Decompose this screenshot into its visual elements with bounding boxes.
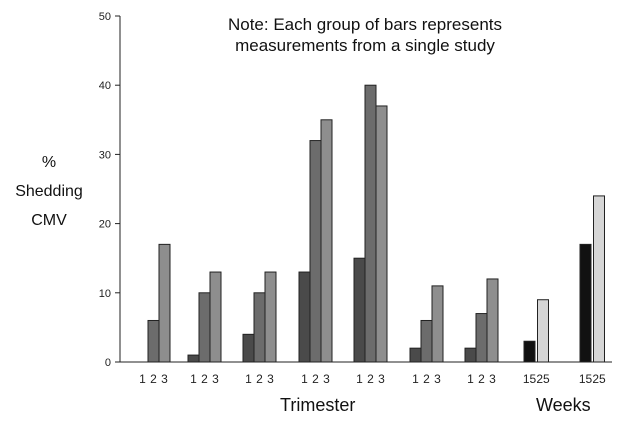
bar-g6-3 [431, 285, 444, 363]
x-axis-label-trimester: Trimester [280, 395, 356, 415]
y-tick-label: 50 [99, 11, 111, 23]
bar-g7-3 [486, 278, 499, 363]
bar-g5-3 [375, 105, 388, 363]
x-tick-label: 1 [139, 372, 146, 386]
x-tick-label: 3 [489, 372, 496, 386]
x-tick-label: 3 [212, 372, 219, 386]
bar-g4-2 [309, 140, 322, 363]
bar-g5-2 [364, 84, 377, 363]
bar-g6-2 [420, 319, 433, 363]
bar-g3-2 [253, 292, 266, 363]
bar-g1-2 [147, 319, 160, 363]
x-tick-label: 15 [523, 372, 537, 386]
x-tick-label: 2 [478, 372, 485, 386]
bar-g3-3 [264, 271, 277, 363]
x-tick-label: 1 [245, 372, 252, 386]
x-axis-label-weeks: Weeks [536, 395, 591, 415]
bar-g5-1 [353, 257, 366, 363]
y-axis-label: % Shedding CMV [14, 148, 84, 235]
x-tick-label: 3 [323, 372, 330, 386]
x-tick-label: 2 [150, 372, 157, 386]
bar-g4-1 [298, 271, 311, 363]
bar-g2-2 [198, 292, 211, 363]
x-tick-label: 15 [579, 372, 593, 386]
chart-bars [147, 84, 605, 363]
x-tick-label: 1 [467, 372, 474, 386]
x-tick-label: 2 [367, 372, 374, 386]
x-tick-label: 3 [434, 372, 441, 386]
bar-g8-15 [523, 340, 536, 363]
x-tick-label: 2 [201, 372, 208, 386]
bar-g2-3 [209, 271, 222, 363]
x-tick-label: 1 [301, 372, 308, 386]
x-tick-label: 1 [190, 372, 197, 386]
bar-g2-1 [187, 354, 200, 363]
bar-g7-2 [475, 313, 488, 363]
bar-g7-1 [464, 347, 477, 363]
y-tick-label: 10 [99, 288, 111, 300]
y-tick-label: 0 [105, 357, 111, 369]
chart-note: Note: Each group of bars represents meas… [170, 14, 560, 56]
x-tick-label: 3 [267, 372, 274, 386]
note-line-2: measurements from a single study [235, 36, 495, 55]
x-tick-label: 3 [378, 372, 385, 386]
y-axis-label-line-1: % [41, 154, 57, 171]
x-tick-label: 1 [356, 372, 363, 386]
x-tick-label: 1 [412, 372, 419, 386]
x-tick-label: 3 [161, 372, 168, 386]
y-axis-label-line-3: CMV [31, 212, 67, 229]
y-axis-label-line-2: Shedding [15, 183, 83, 200]
y-tick-label: 30 [99, 149, 111, 161]
bar-g6-1 [409, 347, 422, 363]
bar-g3-1 [242, 333, 255, 363]
bar-g8-25 [537, 299, 549, 363]
bar-g9-15 [579, 243, 592, 363]
x-tick-label: 2 [256, 372, 263, 386]
y-tick-label: 20 [99, 219, 111, 231]
x-tick-label: 2 [312, 372, 319, 386]
bar-g1-3 [158, 243, 171, 363]
bar-g9-25 [593, 195, 605, 363]
bar-g4-3 [320, 119, 333, 363]
x-tick-label: 25 [536, 372, 550, 386]
y-tick-label: 40 [99, 80, 111, 92]
x-tick-label: 2 [423, 372, 430, 386]
x-tick-label: 25 [592, 372, 606, 386]
note-line-1: Note: Each group of bars represents [227, 15, 503, 34]
